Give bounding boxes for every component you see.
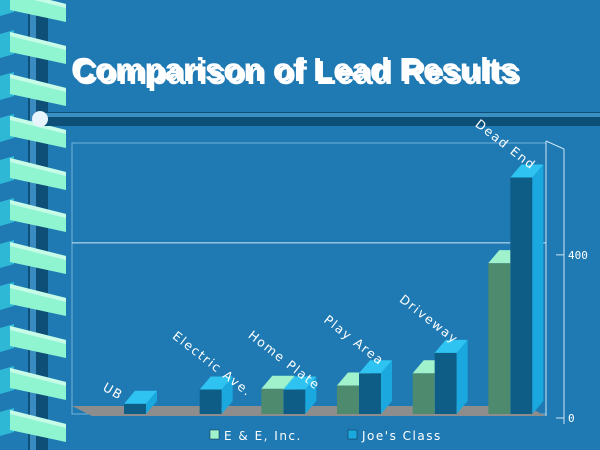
bar-side	[221, 376, 233, 414]
slide-title: Comparison of Lead Results	[71, 51, 518, 88]
bar-top	[434, 339, 468, 353]
bar-joes-class	[124, 390, 157, 414]
spiral-coil	[10, 116, 66, 148]
bar-joes-class	[359, 360, 392, 414]
bar-top	[124, 390, 157, 404]
spiral-coil	[10, 32, 66, 64]
bar-top	[261, 375, 295, 389]
legend-label: Joe's Class	[361, 429, 442, 443]
spiral-coil-highlight	[10, 242, 66, 260]
spiral-coil	[10, 410, 66, 442]
category-label: Driveway	[397, 291, 462, 346]
legend-swatch	[347, 429, 358, 440]
spiral-coil-highlight	[10, 368, 66, 386]
spiral-coil-highlight	[10, 158, 66, 176]
bar-front	[337, 385, 359, 414]
spiral-coil	[10, 284, 66, 316]
underline-highlight	[38, 113, 600, 117]
y-axis-top	[545, 140, 565, 150]
spiral-coil	[10, 368, 66, 400]
bar-front	[359, 373, 381, 414]
spiral-coil-highlight	[10, 410, 66, 428]
bar-side	[381, 360, 392, 414]
spiral-coil-highlight	[10, 32, 66, 50]
bar-top	[359, 360, 392, 374]
spiral-coil-highlight	[10, 74, 66, 92]
title-group: Comparison of Lead Results Comparison of…	[71, 51, 521, 91]
bar-top	[283, 376, 317, 390]
bar-front	[488, 263, 511, 414]
bar-top	[199, 376, 233, 390]
y-tick-label: 400	[568, 249, 588, 262]
underline-orb	[32, 111, 48, 127]
title-underline	[32, 111, 600, 127]
bar-front	[261, 388, 284, 414]
bar-joes-class	[199, 376, 233, 414]
spiral-coil	[10, 326, 66, 358]
spiral-coil	[10, 242, 66, 274]
slide-title-shadow: Comparison of Lead Results	[74, 54, 521, 91]
spiral-coil-highlight	[10, 200, 66, 218]
bar-front	[510, 177, 533, 414]
bar-top	[510, 164, 544, 178]
bar-front	[434, 352, 457, 414]
bar-side	[146, 390, 157, 414]
category-label: Play Area	[321, 312, 387, 368]
bar-front	[283, 389, 306, 414]
spiral-coil	[10, 0, 66, 22]
bar-joes-class	[434, 339, 468, 414]
legend-label: E & E, Inc.	[224, 429, 302, 443]
bar-joes-class	[283, 376, 317, 414]
legend-swatch	[209, 429, 220, 440]
bar-front	[124, 403, 146, 414]
chart-legend: E & E, Inc. Joe's Class	[209, 429, 442, 443]
spiral-binding	[0, 0, 66, 450]
category-label: UB	[101, 379, 126, 402]
spiral-coil	[10, 74, 66, 106]
bar-side	[305, 376, 317, 414]
spiral-coil	[10, 158, 66, 190]
bar-joes-class	[510, 164, 544, 414]
spiral-coil-highlight	[10, 284, 66, 302]
spiral-coil-highlight	[34, 0, 66, 8]
spiral-coil-highlight	[10, 326, 66, 344]
bar-front	[199, 389, 222, 414]
binding-spine-highlight	[30, 0, 36, 450]
bar-side	[456, 339, 468, 414]
bar-side	[532, 164, 544, 414]
y-tick-label: 0	[568, 412, 575, 425]
bar-front	[412, 373, 435, 414]
spiral-coil	[10, 200, 66, 232]
